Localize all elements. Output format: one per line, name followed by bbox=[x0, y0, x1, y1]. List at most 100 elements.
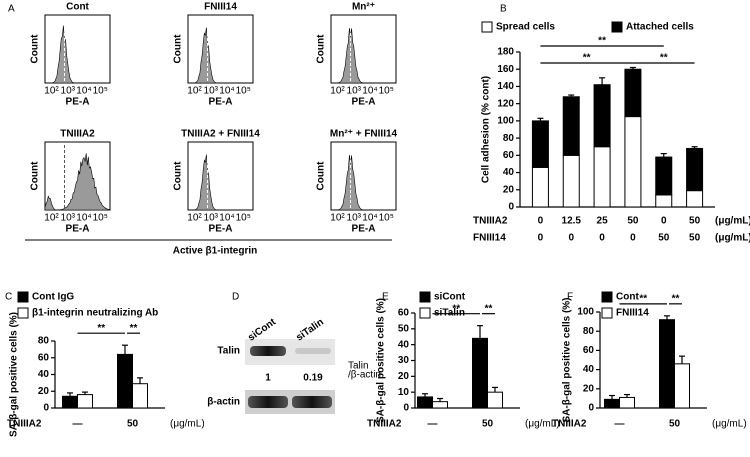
x-tick-label: — bbox=[73, 419, 83, 430]
bar bbox=[655, 156, 673, 196]
x-tick-label: 10² bbox=[44, 86, 59, 97]
flow-title: TNIIIA2 + FNIII14 bbox=[181, 129, 260, 140]
x-tick-label: 10² bbox=[330, 213, 345, 224]
y-tick-label: 50 bbox=[398, 323, 410, 334]
blot-band bbox=[295, 348, 331, 354]
x-label: PE-A bbox=[66, 224, 90, 235]
bar bbox=[655, 194, 673, 208]
bar bbox=[487, 391, 503, 409]
significance-label: ** bbox=[660, 53, 668, 64]
histogram-shape bbox=[331, 27, 396, 84]
condition-value: 0 bbox=[599, 233, 605, 244]
x-tick-label: 10³ bbox=[347, 86, 362, 97]
histogram-shape bbox=[188, 154, 253, 211]
panel-label: B bbox=[500, 4, 507, 15]
caption: Active β1-integrin bbox=[173, 246, 257, 257]
condition-label: FNIII14 bbox=[473, 233, 506, 244]
y-tick-label: 40 bbox=[503, 167, 515, 178]
legend-swatch bbox=[601, 291, 613, 303]
significance-label: ** bbox=[130, 323, 138, 334]
bar bbox=[593, 146, 611, 208]
y-tick-label: 60 bbox=[398, 308, 410, 319]
y-tick-label: 30 bbox=[398, 355, 410, 366]
flow-title: Mn²⁺ bbox=[352, 2, 375, 13]
x-label: PE-A bbox=[352, 224, 376, 235]
x-tick-label: 10⁴ bbox=[219, 213, 234, 224]
x-tick-label: — bbox=[428, 419, 438, 430]
unit-label: (μg/mL) bbox=[715, 216, 750, 227]
bar bbox=[472, 337, 488, 409]
flow-title: Cont bbox=[66, 2, 89, 13]
y-tick-label: 40 bbox=[583, 364, 595, 375]
blot-band bbox=[248, 396, 288, 408]
ratio: 1 bbox=[265, 373, 271, 384]
x-tick-label: 10⁴ bbox=[362, 86, 377, 97]
bar bbox=[132, 383, 148, 409]
condition-value: 0 bbox=[538, 233, 544, 244]
y-tick-label: 180 bbox=[497, 47, 514, 58]
y-tick-label: 20 bbox=[38, 386, 50, 397]
significance-label: ** bbox=[97, 323, 105, 334]
y-label: Count bbox=[316, 161, 327, 191]
condition-value: 50 bbox=[689, 216, 701, 227]
y-tick-label: 20 bbox=[583, 383, 595, 394]
x-tick-label: 10² bbox=[187, 86, 202, 97]
x-tick-label: 10⁵ bbox=[93, 213, 108, 224]
x-tick-label: 10⁵ bbox=[236, 86, 251, 97]
unit-label: (μg/mL) bbox=[712, 419, 747, 430]
x-tick-label: 50 bbox=[482, 419, 494, 430]
condition-value: 0 bbox=[538, 216, 544, 227]
legend-label: FNIII14 bbox=[616, 308, 649, 319]
x-tick-label: 10² bbox=[44, 213, 59, 224]
x-tick-label: — bbox=[615, 419, 625, 430]
legend-swatch bbox=[601, 307, 613, 319]
bar bbox=[624, 68, 642, 118]
x-tick-label: 10⁵ bbox=[236, 213, 251, 224]
x-tick-label: 10³ bbox=[347, 213, 362, 224]
legend-swatch bbox=[419, 307, 431, 319]
x-tick-label: 10⁵ bbox=[93, 86, 108, 97]
bar bbox=[593, 84, 611, 148]
legend-label: β1-integrin neutralizing Ab bbox=[32, 308, 158, 319]
bar bbox=[562, 154, 580, 208]
y-tick-label: 60 bbox=[503, 150, 515, 161]
flow-title: TNIIIA2 bbox=[60, 129, 95, 140]
histogram-shape bbox=[188, 27, 253, 84]
blot-band bbox=[292, 396, 332, 408]
bar bbox=[674, 363, 690, 409]
x-tick-label: 10⁴ bbox=[362, 213, 377, 224]
bar bbox=[686, 190, 704, 208]
blot-band bbox=[250, 346, 286, 356]
plot-frame bbox=[330, 14, 397, 84]
flow-histogram bbox=[330, 14, 397, 84]
condition-value: 50 bbox=[658, 233, 670, 244]
bar bbox=[531, 120, 549, 168]
condition-value: 25 bbox=[597, 216, 609, 227]
legend-swatch bbox=[481, 21, 493, 33]
x-label: PE-A bbox=[209, 224, 233, 235]
bar bbox=[77, 394, 93, 409]
histogram-shape bbox=[44, 153, 111, 211]
unit-label: (μg/mL) bbox=[715, 233, 750, 244]
legend-label: Cont bbox=[616, 292, 639, 303]
condition-value: 12.5 bbox=[562, 216, 582, 227]
y-label: Cell adhesion (% cont) bbox=[481, 76, 492, 183]
y-tick-label: 40 bbox=[38, 369, 50, 380]
x-label: TNIIIA2 bbox=[367, 419, 402, 430]
row-label: β-actin bbox=[207, 397, 240, 408]
bar bbox=[562, 96, 580, 156]
y-tick-label: 20 bbox=[503, 184, 515, 195]
x-tick-label: 10⁴ bbox=[76, 86, 91, 97]
x-tick-label: 10⁴ bbox=[219, 86, 234, 97]
plot-frame bbox=[330, 141, 397, 211]
bar bbox=[686, 147, 704, 192]
bar bbox=[432, 401, 448, 409]
y-label: Count bbox=[173, 161, 184, 191]
x-label: TNIIIA2 bbox=[7, 419, 42, 430]
y-label: SA-β-gal positive cells (%) bbox=[9, 312, 20, 437]
y-label: SA-β-gal positive cells (%) bbox=[376, 298, 387, 423]
condition-value: 0 bbox=[661, 216, 667, 227]
legend-label: siCont bbox=[434, 292, 466, 303]
y-tick-label: 80 bbox=[583, 326, 595, 337]
y-tick-label: 120 bbox=[497, 98, 514, 109]
